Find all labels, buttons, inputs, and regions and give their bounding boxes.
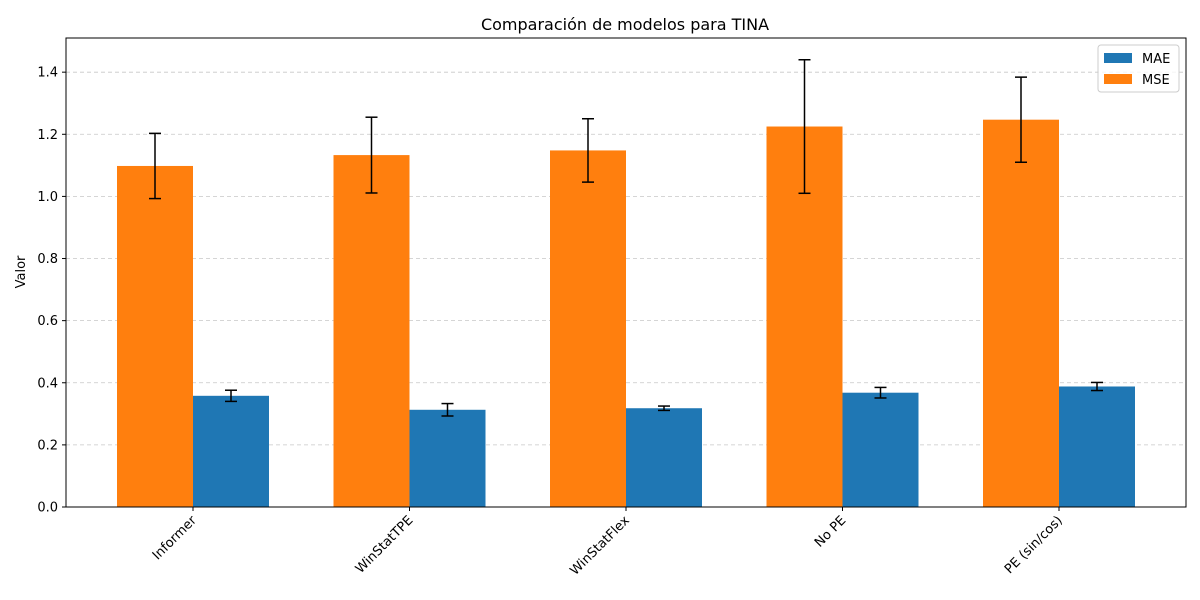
y-tick-label: 0.2 — [37, 438, 58, 453]
bar-mae-3 — [626, 408, 702, 507]
bar-mse-1 — [117, 165, 193, 507]
y-axis-ticks: 0.0 0.2 0.4 0.6 0.8 1.0 1.2 1.4 — [37, 66, 66, 516]
x-tick-label: PE (sin/cos) — [1002, 513, 1066, 577]
y-tick-label: 1.2 — [37, 128, 58, 143]
bar-mae-4 — [842, 392, 919, 507]
bar-mse-3 — [550, 150, 626, 507]
y-tick-label: 0.8 — [37, 252, 58, 267]
y-tick-label: 1.0 — [37, 190, 58, 205]
legend: MAE MSE — [1097, 44, 1180, 93]
bar-mae-5 — [1059, 386, 1135, 507]
bar-mae-1 — [193, 395, 269, 507]
x-tick-label: WinStatFlex — [567, 513, 633, 579]
bars — [117, 119, 1135, 507]
x-tick-label: WinStatTPE — [353, 513, 417, 577]
y-axis-label: Valor — [14, 255, 29, 288]
legend-swatch-mae — [1104, 53, 1132, 63]
x-tick-label: No PE — [812, 513, 849, 550]
y-tick-label: 0.4 — [37, 376, 58, 391]
legend-swatch-mse — [1104, 74, 1132, 84]
y-tick-label: 0.0 — [37, 501, 58, 516]
error-bars — [149, 58, 1103, 417]
chart-title: Comparación de modelos para TINA — [481, 15, 769, 34]
legend-label-mse: MSE — [1142, 73, 1170, 88]
x-axis-ticks: Informer WinStatTPE WinStatFlex No PE PE (si… — [150, 507, 1066, 579]
bar-mse-5 — [983, 119, 1059, 507]
legend-label-mae: MAE — [1142, 52, 1170, 67]
bar-mse-2 — [333, 155, 410, 507]
x-tick-label: Informer — [150, 513, 200, 563]
bar-mae-2 — [409, 409, 486, 507]
y-tick-label: 0.6 — [37, 314, 58, 329]
y-tick-label: 1.4 — [37, 66, 58, 81]
